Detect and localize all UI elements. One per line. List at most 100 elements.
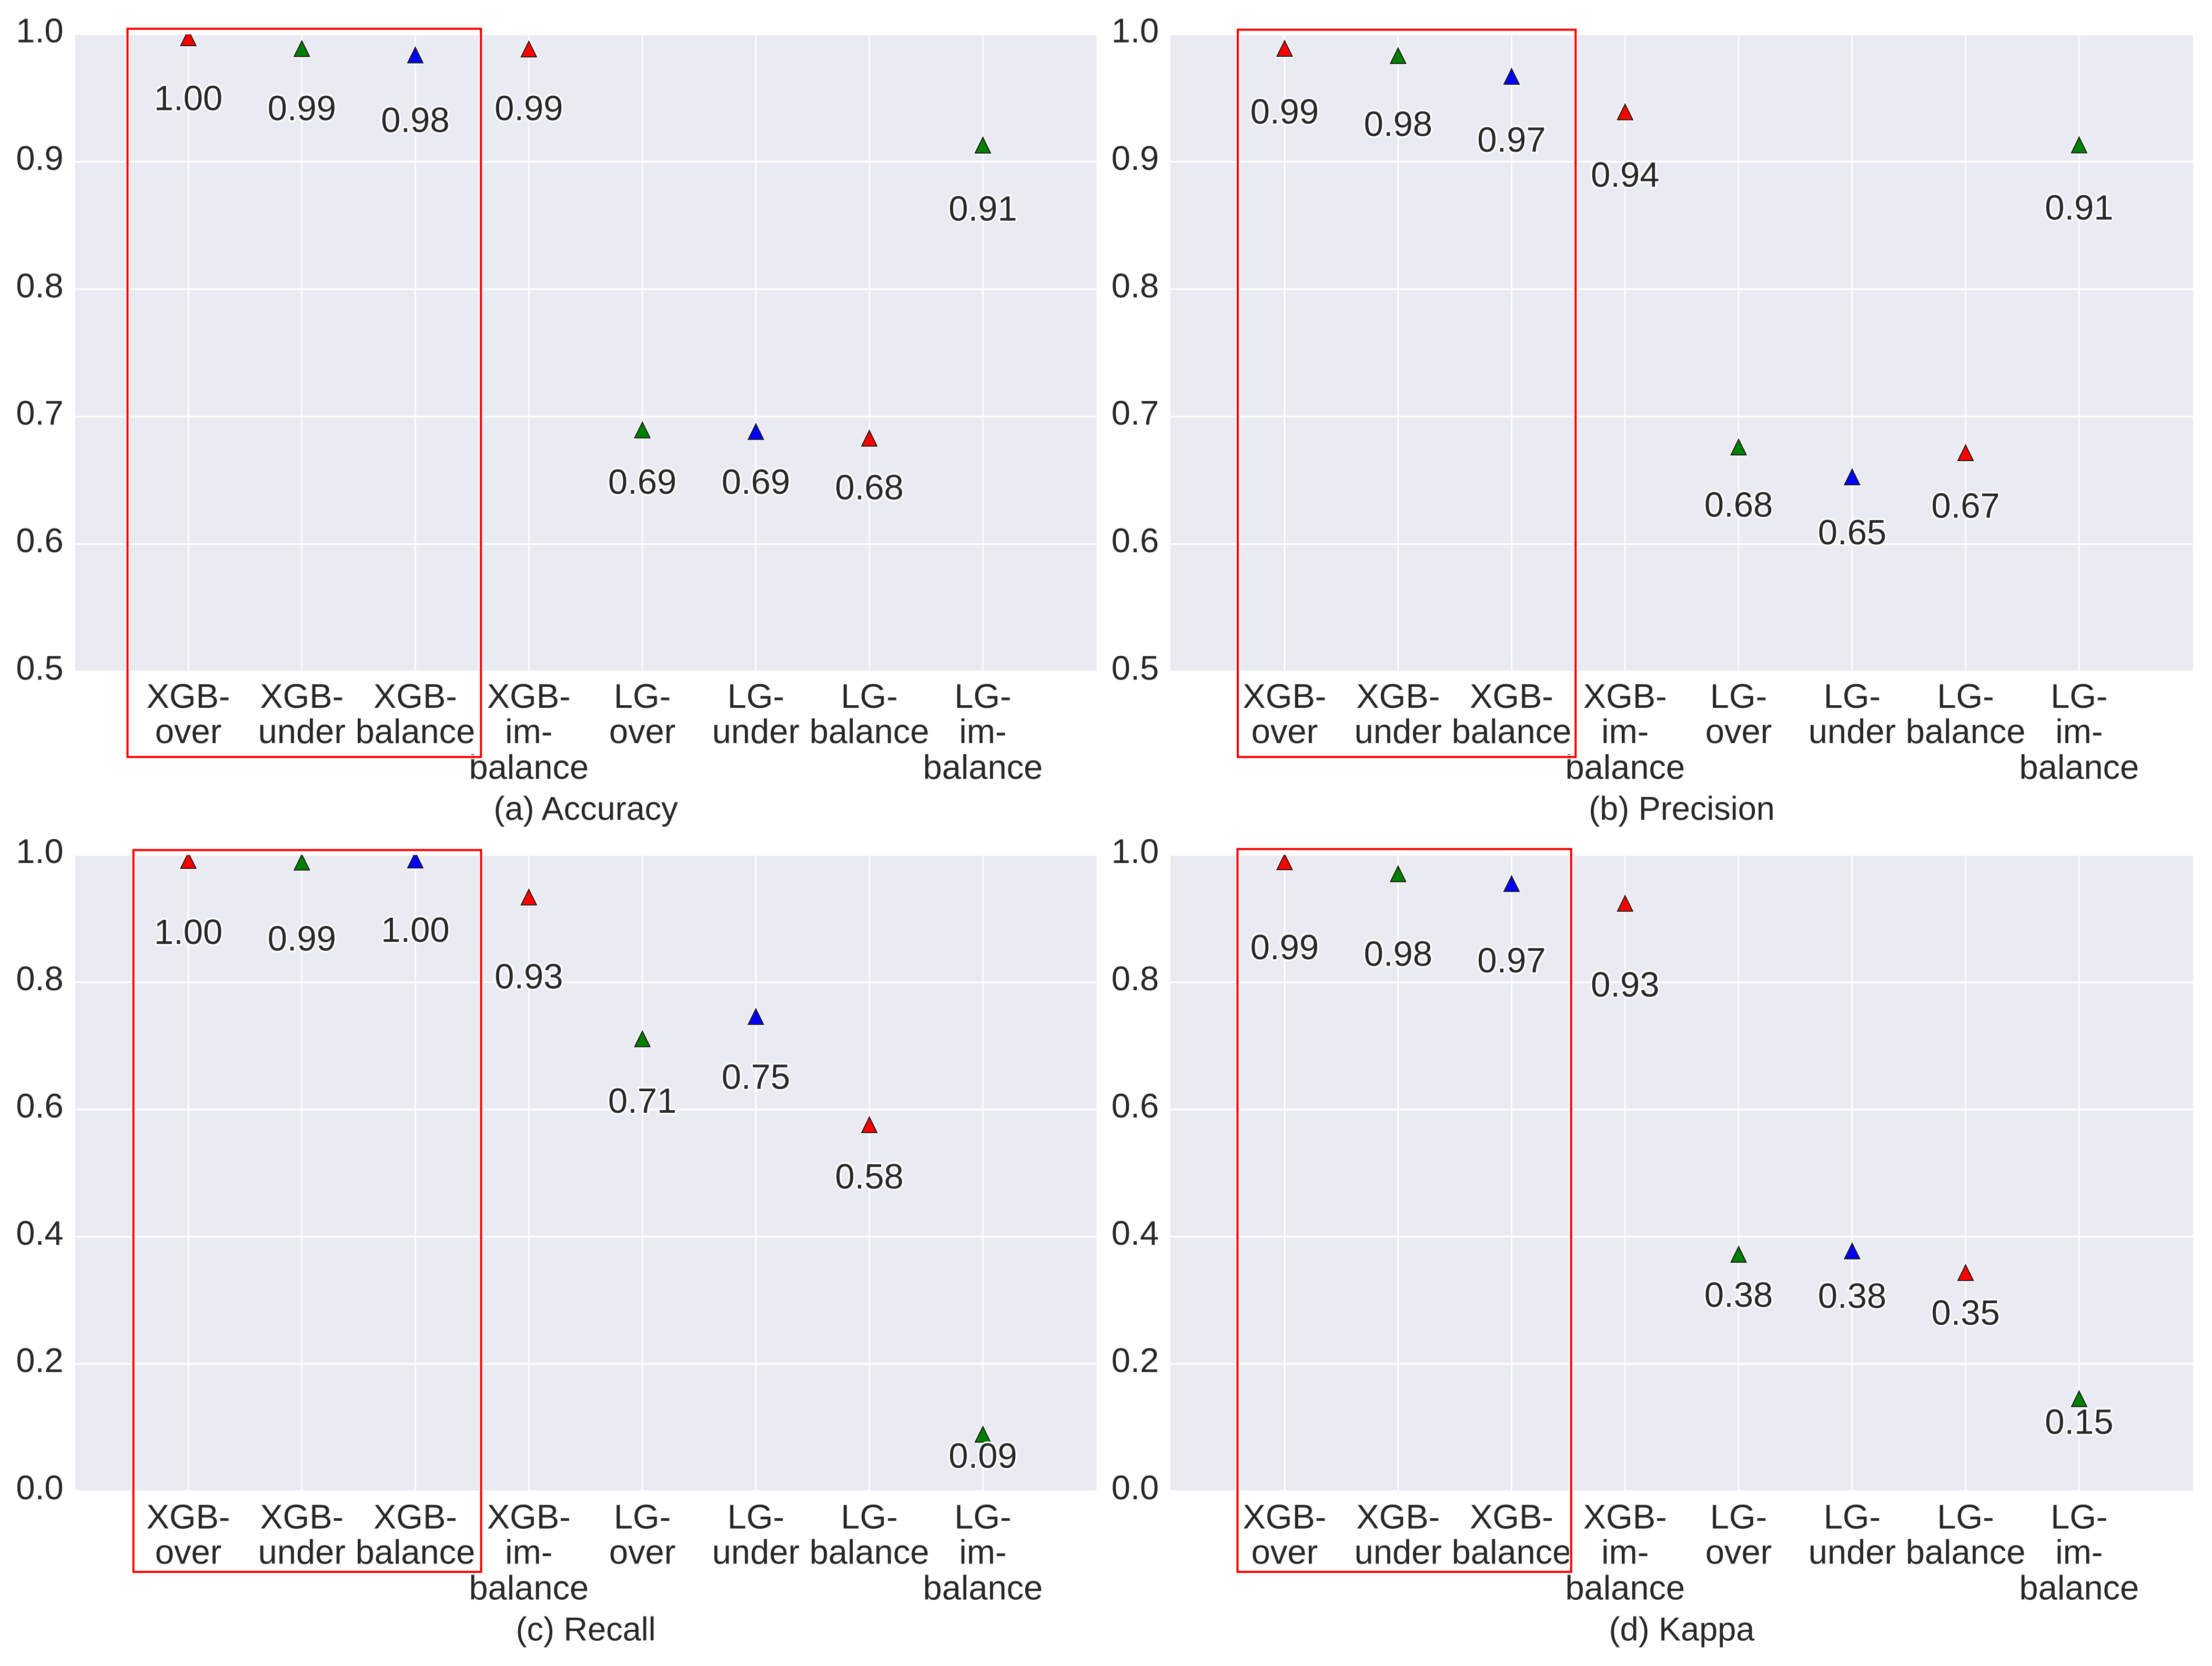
svg-text:XGB-: XGB-: [1583, 1498, 1667, 1536]
svg-text:0.94: 0.94: [1591, 155, 1659, 195]
svg-text:LG-: LG-: [2051, 677, 2107, 715]
svg-text:under: under: [712, 712, 800, 750]
svg-text:XGB-: XGB-: [1356, 1498, 1440, 1536]
svg-text:XGB-: XGB-: [487, 1498, 571, 1536]
svg-text:0.2: 0.2: [16, 1341, 63, 1379]
svg-text:0.5: 0.5: [1112, 648, 1159, 687]
svg-text:XGB-: XGB-: [147, 1498, 230, 1536]
svg-text:im-: im-: [1601, 1533, 1649, 1571]
svg-text:balance: balance: [1906, 712, 2026, 750]
svg-text:0.99: 0.99: [494, 89, 563, 128]
svg-text:XGB-: XGB-: [1356, 677, 1440, 715]
svg-text:0.2: 0.2: [1112, 1341, 1159, 1379]
svg-text:LG-: LG-: [728, 1498, 784, 1536]
svg-text:under: under: [712, 1533, 800, 1571]
svg-text:im-: im-: [505, 712, 552, 750]
svg-text:balance: balance: [1565, 748, 1685, 786]
svg-text:0.6: 0.6: [1112, 521, 1159, 560]
svg-text:0.93: 0.93: [1591, 965, 1659, 1004]
svg-text:0.99: 0.99: [268, 919, 336, 958]
svg-text:LG-: LG-: [1824, 1498, 1881, 1536]
svg-text:balance: balance: [469, 748, 589, 786]
svg-text:(c) Recall: (c) Recall: [516, 1611, 656, 1648]
svg-text:balance: balance: [923, 748, 1043, 786]
svg-text:0.9: 0.9: [16, 139, 63, 177]
svg-text:XGB-: XGB-: [487, 677, 571, 715]
svg-text:under: under: [1809, 1533, 1896, 1571]
svg-text:0.9: 0.9: [1112, 139, 1159, 177]
svg-text:LG-: LG-: [954, 677, 1011, 715]
svg-text:LG-: LG-: [1937, 677, 1994, 715]
svg-text:1.0: 1.0: [16, 12, 63, 50]
svg-text:balance: balance: [1906, 1533, 2026, 1571]
svg-text:balance: balance: [923, 1569, 1043, 1607]
svg-text:(b) Precision: (b) Precision: [1589, 790, 1775, 827]
svg-text:0.93: 0.93: [494, 957, 563, 996]
svg-text:0.97: 0.97: [1477, 941, 1546, 980]
svg-text:over: over: [155, 712, 221, 750]
svg-text:0.7: 0.7: [16, 394, 63, 432]
svg-text:0.98: 0.98: [381, 100, 449, 140]
svg-text:LG-: LG-: [728, 677, 784, 715]
svg-text:0.98: 0.98: [1364, 104, 1432, 144]
svg-text:balance: balance: [1452, 1533, 1572, 1571]
svg-text:under: under: [1355, 712, 1442, 750]
svg-text:0.4: 0.4: [1112, 1214, 1159, 1252]
svg-text:LG-: LG-: [1710, 1498, 1767, 1536]
svg-text:LG-: LG-: [841, 1498, 897, 1536]
svg-text:over: over: [1705, 1533, 1772, 1571]
svg-text:LG-: LG-: [1937, 1498, 1994, 1536]
svg-text:XGB-: XGB-: [260, 1498, 344, 1536]
svg-text:1.00: 1.00: [154, 79, 223, 118]
svg-text:XGB-: XGB-: [1243, 1498, 1327, 1536]
svg-text:im-: im-: [959, 1533, 1006, 1571]
svg-text:XGB-: XGB-: [260, 677, 344, 715]
svg-text:LG-: LG-: [2051, 1498, 2107, 1536]
svg-text:over: over: [1251, 1533, 1318, 1571]
svg-text:0.6: 0.6: [1112, 1086, 1159, 1125]
svg-text:0.0: 0.0: [1112, 1468, 1159, 1507]
svg-text:1.00: 1.00: [154, 912, 223, 952]
svg-text:LG-: LG-: [841, 677, 897, 715]
svg-text:(d) Kappa: (d) Kappa: [1609, 1611, 1755, 1648]
svg-text:over: over: [609, 1533, 675, 1571]
svg-text:LG-: LG-: [1710, 677, 1767, 715]
svg-text:im-: im-: [959, 712, 1006, 750]
svg-text:0.8: 0.8: [1112, 959, 1159, 998]
svg-text:(a) Accuracy: (a) Accuracy: [494, 790, 679, 827]
svg-text:over: over: [1705, 712, 1772, 750]
svg-text:0.8: 0.8: [16, 959, 63, 998]
svg-text:0.0: 0.0: [16, 1468, 63, 1507]
svg-text:over: over: [1251, 712, 1318, 750]
svg-text:0.6: 0.6: [16, 521, 63, 560]
svg-text:over: over: [155, 1533, 221, 1571]
svg-text:0.38: 0.38: [1818, 1276, 1886, 1316]
svg-text:balance: balance: [469, 1569, 589, 1607]
svg-text:under: under: [1355, 1533, 1442, 1571]
svg-text:LG-: LG-: [954, 1498, 1011, 1536]
svg-text:0.68: 0.68: [835, 468, 903, 507]
svg-text:0.8: 0.8: [16, 266, 63, 304]
svg-text:0.91: 0.91: [948, 189, 1017, 229]
svg-text:balance: balance: [356, 1533, 476, 1571]
svg-text:1.00: 1.00: [381, 910, 449, 950]
svg-text:over: over: [609, 712, 675, 750]
svg-text:XGB-: XGB-: [1470, 677, 1553, 715]
svg-text:0.6: 0.6: [16, 1086, 63, 1125]
svg-text:im-: im-: [1601, 712, 1649, 750]
svg-text:0.71: 0.71: [608, 1081, 676, 1121]
svg-text:im-: im-: [2055, 712, 2103, 750]
svg-text:0.35: 0.35: [1931, 1293, 1999, 1333]
svg-text:0.65: 0.65: [1818, 513, 1886, 552]
svg-text:XGB-: XGB-: [373, 677, 457, 715]
svg-text:balance: balance: [1565, 1569, 1685, 1607]
svg-text:0.75: 0.75: [722, 1058, 790, 1097]
svg-text:0.09: 0.09: [948, 1436, 1017, 1476]
svg-text:balance: balance: [810, 712, 930, 750]
svg-text:balance: balance: [2019, 1569, 2139, 1607]
svg-text:0.67: 0.67: [1931, 486, 1999, 526]
svg-text:under: under: [1809, 712, 1896, 750]
svg-text:1.0: 1.0: [1112, 12, 1159, 50]
svg-text:LG-: LG-: [1824, 677, 1881, 715]
svg-text:under: under: [258, 1533, 346, 1571]
